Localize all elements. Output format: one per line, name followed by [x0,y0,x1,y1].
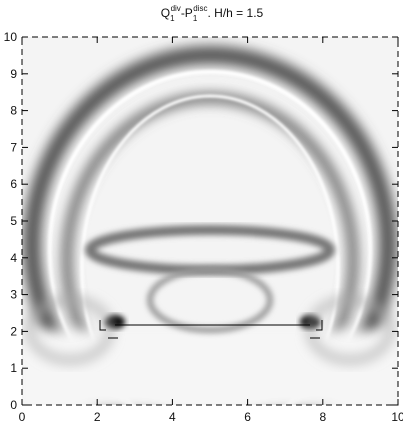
disc [99,320,323,339]
y-tick-label: 5 [10,214,17,228]
y-tick-label: 4 [10,251,17,265]
title-sup: div [171,4,181,13]
chart-title: Q1div-P1disc. H/h = 1.5 [161,4,264,23]
title-sup: disc [193,4,207,13]
x-tick-label: 8 [319,410,326,424]
y-tick-label: 3 [10,288,17,302]
y-tick-label: 7 [10,140,17,154]
title-sub: 1 [193,14,198,23]
title-part: . H/h = 1.5 [208,6,264,20]
y-tick-label: 1 [10,361,17,375]
y-tick-label: 10 [4,30,18,44]
title-sub: 1 [170,14,175,23]
x-tick-label: 6 [244,410,251,424]
y-tick-label: 6 [10,177,17,191]
title-part: -P [181,6,193,20]
y-tick-label: 2 [10,324,17,338]
x-tick-label: 4 [169,410,176,424]
y-tick-label: 0 [10,398,17,412]
x-tick-label: 0 [19,410,26,424]
y-tick-label: 8 [10,104,17,118]
field-image [22,37,398,405]
x-tick-label: 2 [94,410,101,424]
y-tick-label: 9 [10,67,17,81]
x-tick-label: 10 [391,410,403,424]
title-part: Q [161,6,170,20]
